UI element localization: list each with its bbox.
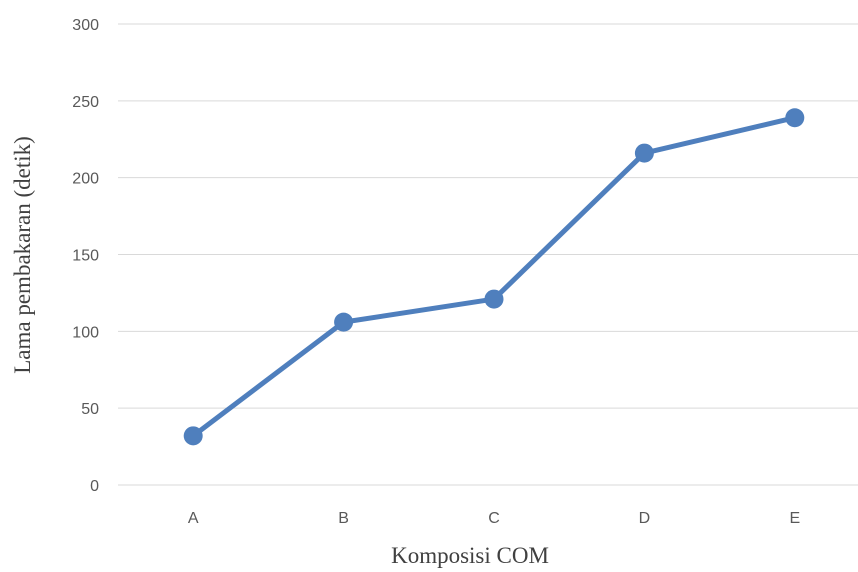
y-tick-label-300: 300 xyxy=(72,17,99,34)
y-tick-label-50: 50 xyxy=(81,401,99,418)
y-axis-tick-labels: 0 50 100 150 200 250 300 xyxy=(72,17,99,495)
data-point-C xyxy=(484,289,504,309)
x-tick-label-C: C xyxy=(488,510,500,527)
y-tick-label-100: 100 xyxy=(72,324,99,341)
gridlines xyxy=(118,23,858,486)
series-line-group xyxy=(183,108,805,446)
x-axis-tick-labels: A B C D E xyxy=(188,510,800,527)
x-tick-label-B: B xyxy=(338,510,349,527)
x-tick-label-E: E xyxy=(789,510,800,527)
x-tick-label-D: D xyxy=(639,510,651,527)
data-point-E xyxy=(785,108,805,128)
y-tick-label-250: 250 xyxy=(72,94,99,111)
y-tick-label-200: 200 xyxy=(72,171,99,188)
data-point-A xyxy=(183,426,203,446)
data-point-B xyxy=(334,312,354,332)
y-tick-label-0: 0 xyxy=(90,478,99,495)
y-tick-label-150: 150 xyxy=(72,248,99,265)
x-axis-title: Komposisi COM xyxy=(391,543,549,568)
y-axis-title: Lama pembakaran (detik) xyxy=(10,136,35,374)
series-line xyxy=(190,115,798,439)
x-tick-label-A: A xyxy=(188,510,199,527)
data-point-D xyxy=(634,143,654,163)
